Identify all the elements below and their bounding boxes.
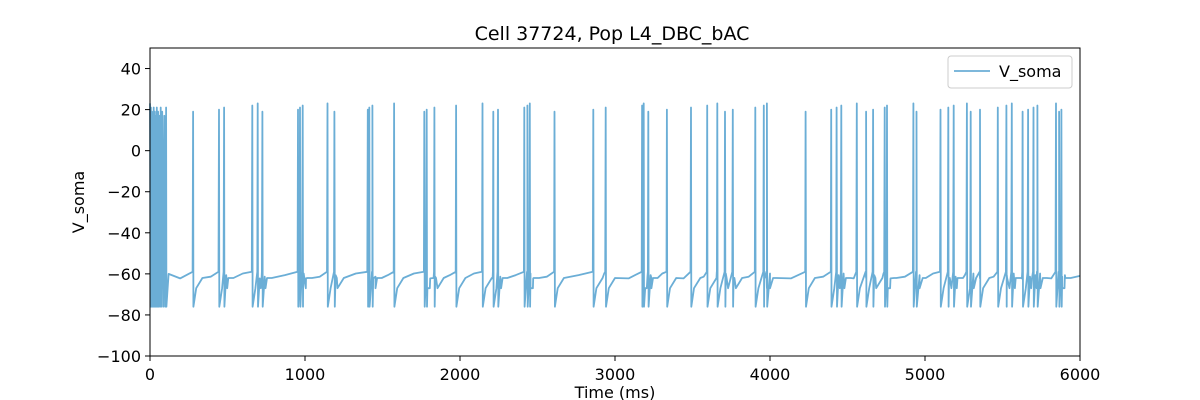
x-tick-label: 2000 <box>440 365 481 384</box>
v-soma-trace <box>149 102 1081 308</box>
y-tick-label: −40 <box>107 224 141 243</box>
x-tick-label: 1000 <box>285 365 326 384</box>
legend-box <box>947 55 1073 89</box>
y-tick-label: −60 <box>107 265 141 284</box>
y-axis-label: V_soma <box>69 171 89 233</box>
chart-title: Cell 37724, Pop L4_DBC_bAC <box>475 23 750 45</box>
x-tick-label: 5000 <box>905 365 946 384</box>
x-axis: 0 1000 2000 3000 4000 5000 6000 <box>145 356 1100 384</box>
y-tick-label: 0 <box>131 142 141 161</box>
y-tick-label: −80 <box>107 306 141 325</box>
x-tick-label: 0 <box>145 365 155 384</box>
x-tick-label: 3000 <box>595 365 636 384</box>
x-axis-label: Time (ms) <box>574 383 656 400</box>
plot-area <box>149 102 1081 308</box>
x-tick-label: 6000 <box>1060 365 1101 384</box>
y-tick-label: −20 <box>107 183 141 202</box>
y-tick-label: 40 <box>121 60 141 79</box>
y-tick-label: −100 <box>97 347 141 366</box>
legend: V_soma <box>947 55 1073 89</box>
y-axis: −100 −80 −60 −40 −20 0 20 40 <box>97 60 150 366</box>
y-tick-label: 20 <box>121 101 141 120</box>
x-tick-label: 4000 <box>750 365 791 384</box>
legend-label-v-soma: V_soma <box>999 62 1061 82</box>
